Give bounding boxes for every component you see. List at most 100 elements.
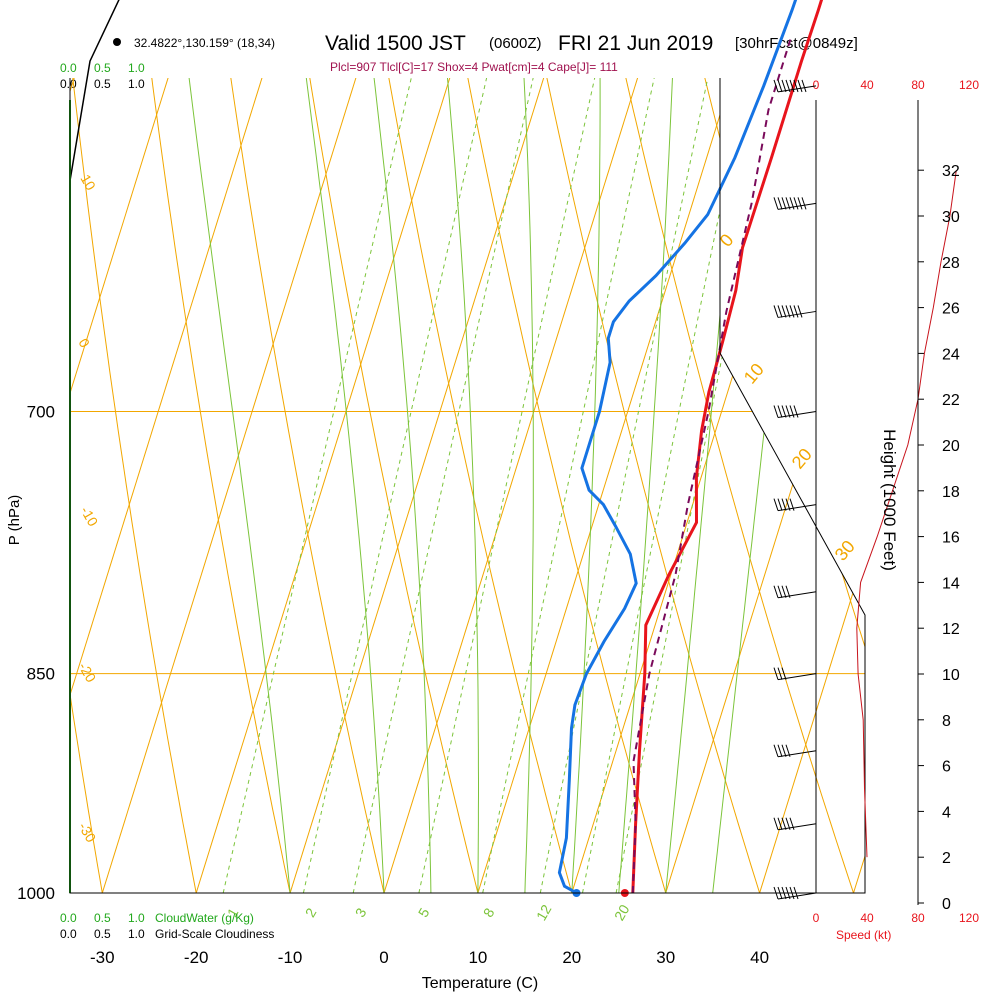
dry-adiabat-line (373, 78, 781, 893)
wind-barb (773, 79, 817, 93)
dry-adiabat-line (0, 0, 19, 959)
wind-barb-flag (785, 405, 791, 418)
svg-text:CloudWater (g/Kg): CloudWater (g/Kg) (155, 911, 254, 925)
wind-barb-flag (777, 498, 783, 511)
svg-text:0.5: 0.5 (94, 911, 111, 925)
theta-label: 10 (740, 359, 768, 387)
mixing-ratio-line (302, 78, 584, 893)
wind-barb (773, 886, 817, 900)
height-tick-label: 0 (942, 896, 951, 913)
height-tick-label: 22 (942, 392, 960, 409)
height-tick-label: 30 (942, 209, 960, 226)
adiabat-label: 10 (77, 172, 99, 194)
temperature-tick-label: 10 (468, 948, 487, 967)
adiabat-label: -10 (77, 504, 101, 530)
wind-barb-staff (777, 504, 817, 512)
wind-barb-flag (773, 498, 779, 511)
wind-barb-flag (777, 585, 783, 598)
wind-barb-flag (781, 817, 787, 830)
dry-adiabat-line (435, 78, 865, 893)
isotherm-line (70, 78, 592, 893)
wind-barb-flag (793, 197, 799, 210)
wind-barb-flag (785, 498, 791, 511)
parameters-line: Plcl=907 Tlcl[C]=17 Shox=4 Pwat[cm]=4 Ca… (330, 60, 618, 74)
temperature-axis-labels: -30 -20 -10 0 10 20 30 40 (90, 948, 769, 967)
dry-adiabat-line (747, 78, 865, 893)
wind-barb-flag (801, 197, 807, 210)
mixing-ratio-line (418, 78, 689, 893)
temperature-tick-label: -20 (184, 948, 209, 967)
isotherm-line (0, 0, 27, 893)
moist-adiabat-line (712, 78, 865, 893)
wind-barb-flag (789, 197, 795, 210)
mixing-ratio-label: 8 (480, 905, 498, 920)
isotherm-line (70, 78, 216, 893)
wind-barb-flag (781, 667, 787, 680)
wind-barb-flag (781, 585, 787, 598)
wind-barb-flag (781, 197, 787, 210)
wind-barb (773, 405, 817, 418)
bottom-cloudwater-scale: 0.0 0.5 1.0 CloudWater (g/Kg) (60, 911, 254, 925)
height-tick-label: 16 (942, 530, 960, 547)
wind-barb (773, 197, 817, 210)
height-tick-label: 6 (942, 759, 951, 776)
top-cloudwater-scale: 0.0 0.5 1.0 (60, 61, 145, 75)
svg-text:1.0: 1.0 (128, 911, 145, 925)
mixing-ratio-label: 12 (533, 902, 555, 924)
adiabat-label: -30 (75, 820, 99, 846)
height-tick-label: 24 (942, 346, 960, 363)
svg-text:120: 120 (959, 911, 979, 925)
wind-barb-flag (789, 817, 795, 830)
title-date: FRI 21 Jun 2019 (558, 32, 713, 55)
isotherm-line (665, 78, 865, 893)
isotherm-line (70, 78, 404, 893)
isotherm-line (759, 78, 865, 893)
wind-barb-flag (785, 744, 791, 757)
title-main: Valid 1500 JST (325, 32, 466, 55)
height-tick-label: 14 (942, 575, 960, 592)
wind-barb-flag (773, 886, 779, 900)
height-tick-label: 32 (942, 163, 960, 180)
svg-text:0.0: 0.0 (60, 911, 77, 925)
wind-barb-staff (777, 673, 817, 681)
wind-barbs (773, 79, 817, 900)
wind-barb-flag (773, 197, 779, 210)
wind-barb-flag (777, 744, 783, 757)
wind-barb-flag (789, 305, 795, 318)
isotherm-line (101, 78, 686, 893)
height-tick-label: 12 (942, 621, 960, 638)
dry-adiabat-line (123, 78, 400, 893)
wind-barb-flag (793, 305, 799, 318)
svg-text:0.5: 0.5 (94, 927, 111, 941)
moist-adiabat-line (618, 78, 684, 893)
mixing-ratio-line (482, 78, 746, 893)
svg-text:0: 0 (813, 911, 820, 925)
dry-adiabat-line (685, 78, 865, 893)
svg-text:1.0: 1.0 (128, 61, 145, 75)
wind-barb (773, 817, 817, 831)
wind-barb-staff (777, 750, 817, 758)
pressure-tick-label: 1000 (17, 884, 55, 903)
wind-barb-flag (789, 405, 795, 418)
wind-barb-flag (781, 498, 787, 511)
wind-barb (773, 498, 817, 512)
height-tick-label: 26 (942, 301, 960, 318)
dry-adiabat-line (497, 78, 865, 893)
dry-adiabat-line (70, 78, 115, 893)
speed-axis-title: Speed (kt) (836, 928, 891, 942)
moist-adiabat-line (197, 78, 385, 893)
wind-barb-flag (773, 79, 779, 93)
mixing-ratio-label: 2 (302, 905, 320, 920)
temperature-tick-label: 30 (656, 948, 675, 967)
isotherm-line (383, 78, 865, 893)
pressure-axis-title: P (hPa) (6, 495, 23, 546)
wind-barb-flag (781, 305, 787, 318)
mixing-ratio-line (539, 78, 798, 893)
wind-barb (773, 744, 817, 758)
wind-barb-flag (773, 744, 779, 757)
dry-adiabat-line (70, 78, 210, 893)
svg-text:1.0: 1.0 (128, 927, 145, 941)
pressure-tick-label: 850 (27, 665, 55, 684)
svg-text:0.0: 0.0 (60, 61, 77, 75)
wind-barb-flag (789, 498, 795, 511)
